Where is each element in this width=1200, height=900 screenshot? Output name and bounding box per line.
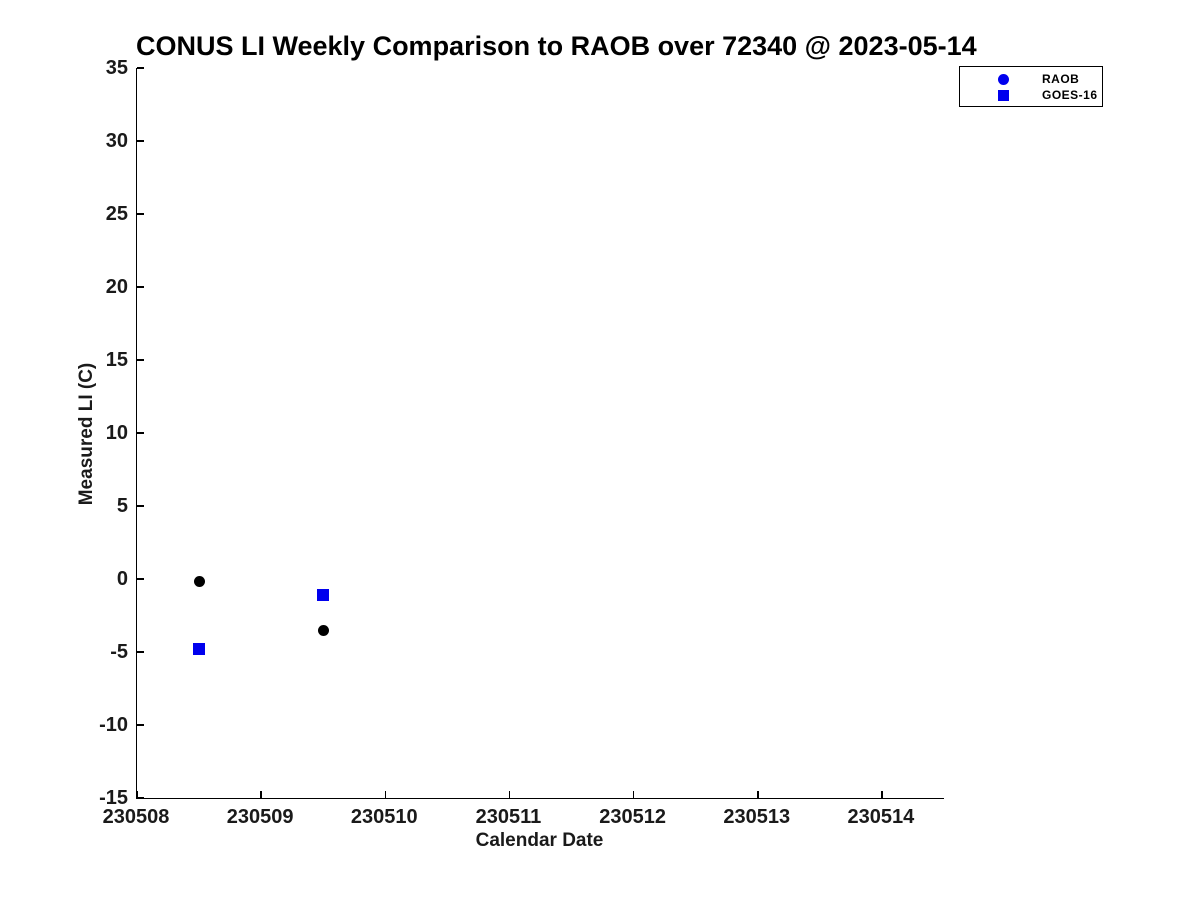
y-tick [137,651,144,653]
y-tick-label: 35 [105,57,128,79]
plot-area [136,67,944,799]
y-tick-label: 0 [116,568,128,590]
y-tick-label: -15 [99,787,128,809]
legend: RAOB GOES-16 [959,66,1103,107]
x-tick [632,791,635,798]
x-tick-label: 230509 [226,806,294,828]
data-point-goes16 [317,589,330,602]
x-tick [508,791,511,798]
x-tick [757,791,759,798]
x-tick-label: 230514 [847,806,915,828]
y-tick-label: 25 [105,203,128,225]
y-tick-label: 15 [105,349,128,371]
chart-title: CONUS LI Weekly Comparison to RAOB over … [136,31,977,61]
legend-entry-raob: RAOB [960,71,1102,87]
legend-circle-icon [998,73,1009,85]
x-axis-label: Calendar Date [475,830,604,851]
y-tick [137,213,144,215]
x-tick [384,791,387,798]
x-tick [260,791,262,798]
y-tick-label: -5 [110,641,128,663]
x-tick-label: 230511 [475,806,542,828]
y-tick-label: 30 [105,130,128,152]
data-point-goes16 [193,643,206,656]
y-tick [137,359,144,361]
x-tick-label: 230508 [102,806,170,828]
y-tick [137,67,144,69]
x-tick [136,791,138,798]
y-tick-label: 20 [105,276,128,298]
y-tick-label: 5 [116,495,128,517]
y-tick [137,140,144,142]
legend-square-icon [998,89,1009,101]
y-tick [137,797,144,799]
y-tick-label: 10 [105,422,128,444]
x-tick-label: 230513 [723,806,791,828]
data-point-raob [317,624,329,636]
legend-label: GOES-16 [1042,88,1098,102]
legend-label: RAOB [1042,72,1080,86]
data-point-raob [193,576,205,588]
y-tick [137,432,144,434]
y-tick-label: -10 [99,714,128,736]
y-tick [137,505,144,507]
y-tick [137,286,144,288]
legend-entry-goes16: GOES-16 [960,87,1102,103]
x-tick-label: 230512 [599,806,666,828]
y-tick [137,578,144,580]
x-tick [881,791,883,798]
x-tick-label: 230510 [350,806,418,828]
y-tick [137,724,144,726]
